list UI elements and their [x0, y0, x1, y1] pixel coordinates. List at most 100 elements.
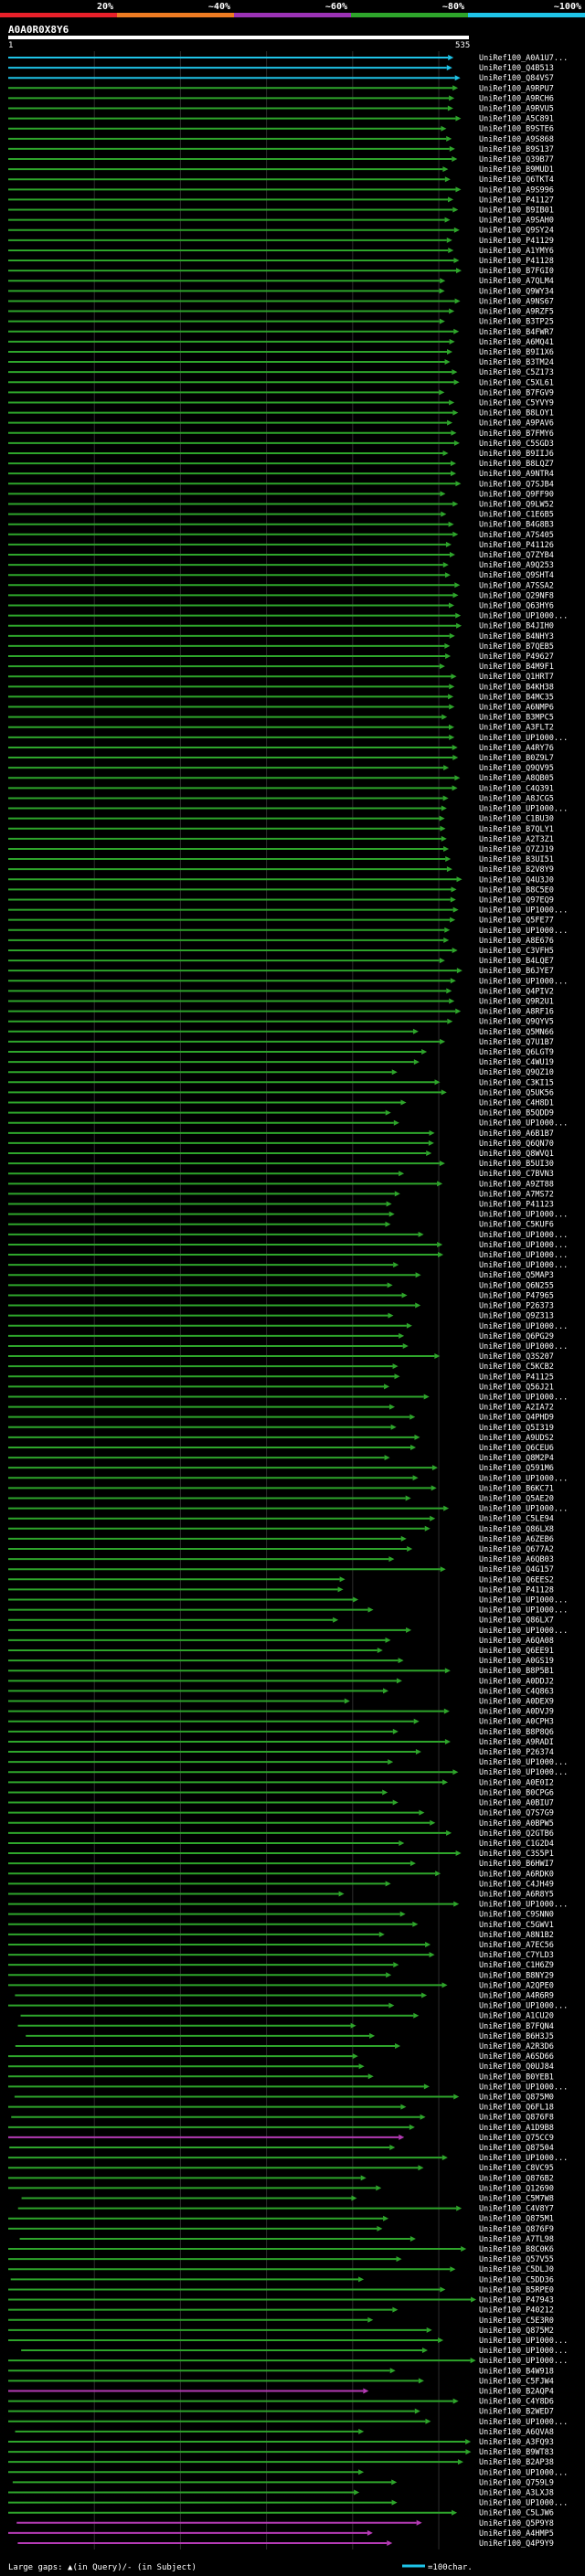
hit-label: UniRef100_A7MS72 — [479, 1190, 554, 1199]
hit-arrow — [376, 2185, 382, 2191]
hit-arrow — [396, 1678, 402, 1684]
hit-arrow — [439, 318, 445, 324]
hit-label: UniRef100_C3KI15 — [479, 1078, 554, 1087]
hit-arrow — [441, 1089, 447, 1096]
hit-arrow — [425, 2418, 431, 2424]
hit-arrow — [337, 1586, 344, 1593]
hit-label: UniRef100_C5XL61 — [479, 378, 554, 387]
hit-label: UniRef100_A9S868 — [479, 135, 554, 144]
hit-label: UniRef100_B3UI51 — [479, 855, 554, 864]
hit-label: UniRef100_C5KUF6 — [479, 1221, 554, 1230]
hit-label: UniRef100_C9SNN0 — [479, 1911, 554, 1920]
hit-label: UniRef100_B4MC35 — [479, 693, 554, 702]
hit-arrow — [415, 1302, 421, 1309]
hit-arrow — [452, 2509, 458, 2516]
hit-arrow — [453, 227, 460, 233]
hit-arrow — [439, 958, 445, 964]
hit-arrow — [423, 1394, 430, 1400]
hit-label: UniRef100_P41126 — [479, 541, 554, 550]
footer-gap-legend: Large gaps: ▲(in Query)/- (in Subject) — [8, 2563, 197, 2572]
hit-label: UniRef100_Q5MAP3 — [479, 1271, 554, 1280]
hit-label: UniRef100_UP1000... — [479, 977, 568, 986]
hit-arrow — [449, 684, 455, 690]
hit-label: UniRef100_A9S996 — [479, 186, 554, 195]
hit-label: UniRef100_Q875M0 — [479, 2094, 554, 2103]
hit-arrow — [449, 95, 455, 101]
hit-label: UniRef100_A0GS19 — [479, 1657, 554, 1666]
hit-arrow — [452, 592, 459, 599]
hit-arrow — [442, 166, 449, 173]
hit-label: UniRef100_B2V8Y9 — [479, 865, 554, 875]
hit-label: UniRef100_Q5UK56 — [479, 1088, 554, 1097]
hit-arrow — [444, 572, 451, 578]
hit-arrow — [434, 1353, 441, 1360]
hit-label: UniRef100_Q5AE20 — [479, 1494, 554, 1503]
hit-arrow — [438, 1252, 444, 1258]
hit-label: UniRef100_A3LXJ8 — [479, 2488, 554, 2497]
hit-label: UniRef100_Q63HY6 — [479, 602, 554, 611]
hit-label: UniRef100_A2R3D6 — [479, 2042, 554, 2051]
hit-arrow — [437, 1241, 443, 1247]
hit-arrow — [446, 65, 452, 71]
hit-label: UniRef100_C4Y8D6 — [479, 2398, 554, 2407]
hit-label: UniRef100_P41123 — [479, 1201, 554, 1210]
hit-label: UniRef100_UP1000... — [479, 734, 568, 743]
hit-label: UniRef100_Q29NF8 — [479, 591, 554, 600]
hit-arrow — [452, 501, 459, 507]
hit-arrow — [389, 2145, 396, 2151]
hit-arrow — [412, 1921, 419, 1927]
hit-label: UniRef100_C1BU30 — [479, 815, 554, 824]
hit-arrow — [446, 237, 452, 243]
hit-arrow — [440, 1566, 446, 1573]
hit-arrow — [440, 491, 446, 497]
hit-arrow — [392, 1799, 399, 1806]
hit-arrow — [414, 2408, 420, 2414]
hit-label: UniRef100_Q6EE91 — [479, 1647, 554, 1656]
hit-arrow — [448, 694, 454, 700]
hit-arrow — [418, 1231, 424, 1237]
hit-label: UniRef100_B3TM24 — [479, 358, 554, 367]
hit-label: UniRef100_Q86LX8 — [479, 1525, 554, 1534]
hit-arrow — [434, 1079, 441, 1086]
hit-label: UniRef100_Q7S7G9 — [479, 1809, 554, 1818]
hit-arrow — [421, 2348, 428, 2354]
hit-arrow — [413, 1059, 420, 1065]
hit-label: UniRef100_B4FWR7 — [479, 328, 554, 337]
hit-arrow — [448, 521, 454, 527]
hit-arrow — [387, 2540, 393, 2546]
hit-arrow — [338, 1891, 345, 1897]
hit-label: UniRef100_A7TL98 — [479, 2235, 554, 2244]
hit-arrow — [410, 2235, 416, 2242]
hit-label: UniRef100_Q591M6 — [479, 1464, 554, 1473]
hit-label: UniRef100_Q9LW52 — [479, 500, 554, 509]
hit-arrow — [455, 186, 462, 193]
hit-arrow — [352, 2053, 358, 2060]
hit-label: UniRef100_B9MUD1 — [479, 165, 554, 175]
hit-label: UniRef100_A0DDJ2 — [479, 1677, 554, 1686]
hit-arrow — [448, 55, 454, 60]
hit-label: UniRef100_UP1000... — [479, 1322, 568, 1331]
hit-label: UniRef100_UP1000... — [479, 927, 568, 936]
hit-arrow — [388, 1312, 394, 1319]
hit-arrow — [448, 602, 454, 609]
hit-arrow — [388, 1759, 394, 1765]
hit-arrow — [450, 2266, 456, 2273]
hit-label: UniRef100_A6RDK0 — [479, 1870, 554, 1879]
hit-label: UniRef100_Q7SJB4 — [479, 480, 554, 489]
hit-arrow — [384, 1455, 390, 1461]
hit-label: UniRef100_UP1000... — [479, 2499, 568, 2508]
hit-arrow — [399, 1839, 405, 1846]
hit-arrow — [392, 1728, 399, 1734]
hit-arrow — [394, 1373, 400, 1380]
hit-label: UniRef100_A8QB05 — [479, 774, 554, 783]
hit-arrow — [447, 1018, 453, 1024]
hit-label: UniRef100_B4KH38 — [479, 683, 554, 692]
hit-arrow — [333, 1617, 339, 1623]
hit-arrow — [392, 2306, 399, 2313]
hit-label: UniRef100_A8RF16 — [479, 1008, 554, 1017]
hit-label: UniRef100_Q876F9 — [479, 2225, 554, 2234]
hit-label: UniRef100_Q6N255 — [479, 1281, 554, 1290]
query-start-label: 1 — [8, 41, 13, 50]
hit-arrow — [388, 1556, 395, 1563]
hit-label: UniRef100_B7FQN4 — [479, 2022, 554, 2031]
